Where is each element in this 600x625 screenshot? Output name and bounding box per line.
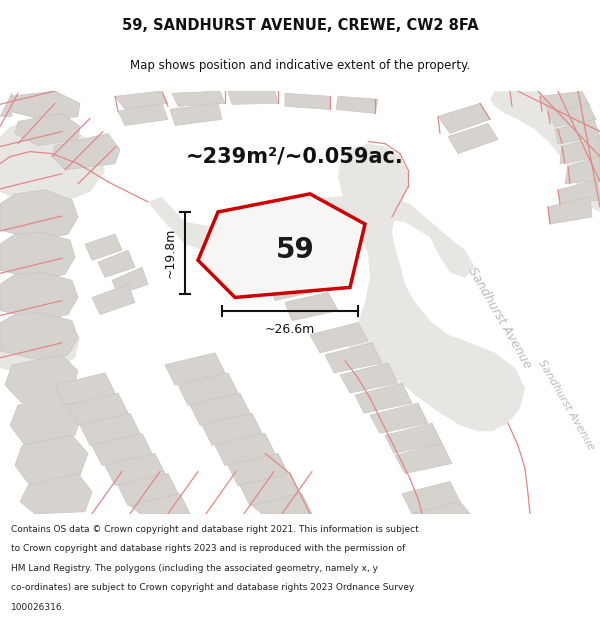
Text: Contains OS data © Crown copyright and database right 2021. This information is : Contains OS data © Crown copyright and d… [11,525,419,534]
Text: 59, SANDHURST AVENUE, CREWE, CW2 8FA: 59, SANDHURST AVENUE, CREWE, CW2 8FA [122,18,478,33]
Text: ~19.8m: ~19.8m [164,228,177,278]
Polygon shape [80,413,140,446]
Polygon shape [92,433,152,466]
Polygon shape [252,494,312,514]
Polygon shape [0,312,80,375]
Polygon shape [560,136,600,164]
Polygon shape [285,93,330,109]
Polygon shape [0,272,78,321]
Polygon shape [118,103,168,126]
Polygon shape [20,474,92,514]
Polygon shape [228,453,288,486]
Text: Church Avenue: Church Avenue [248,242,342,287]
Polygon shape [555,119,600,144]
Polygon shape [118,474,178,506]
Polygon shape [325,342,382,373]
Polygon shape [565,157,600,184]
Polygon shape [0,93,12,116]
Polygon shape [130,494,190,514]
Polygon shape [0,312,78,361]
Polygon shape [395,443,452,474]
Polygon shape [490,91,600,212]
Polygon shape [215,433,275,466]
Polygon shape [92,284,135,314]
Text: HM Land Registry. The polygons (including the associated geometry, namely x, y: HM Land Registry. The polygons (includin… [11,564,378,572]
Text: Sandhurst Avenue: Sandhurst Avenue [466,265,534,371]
Polygon shape [370,403,428,433]
Polygon shape [165,352,225,385]
Polygon shape [355,383,412,413]
Text: 100026316.: 100026316. [11,602,65,612]
Polygon shape [0,190,78,240]
Polygon shape [412,502,470,514]
Polygon shape [0,121,105,204]
Polygon shape [340,363,398,393]
Polygon shape [0,232,75,281]
Polygon shape [10,395,82,446]
Polygon shape [402,481,460,514]
Text: co-ordinates) are subject to Crown copyright and database rights 2023 Ordnance S: co-ordinates) are subject to Crown copyr… [11,583,414,592]
Polygon shape [98,250,135,278]
Polygon shape [558,180,600,204]
Polygon shape [15,435,88,486]
Polygon shape [5,355,78,403]
Polygon shape [338,144,525,431]
Polygon shape [438,103,490,134]
Polygon shape [540,91,590,111]
Polygon shape [170,103,222,126]
Polygon shape [148,194,475,278]
Polygon shape [68,393,128,425]
Polygon shape [52,134,120,170]
Polygon shape [112,268,148,294]
Polygon shape [190,393,250,425]
Text: 59: 59 [275,236,314,264]
Polygon shape [198,194,365,298]
Polygon shape [10,91,80,121]
Polygon shape [15,113,80,146]
Polygon shape [85,234,122,260]
Polygon shape [448,124,498,154]
Polygon shape [310,322,368,352]
Text: ~239m²/~0.059ac.: ~239m²/~0.059ac. [186,147,404,167]
Polygon shape [548,103,596,126]
Polygon shape [240,474,300,506]
Text: Sandhurst Avenue: Sandhurst Avenue [536,358,596,452]
Polygon shape [228,91,278,104]
Polygon shape [250,258,302,284]
Polygon shape [548,197,592,224]
Polygon shape [105,453,165,486]
Polygon shape [238,240,290,268]
Polygon shape [385,423,442,453]
Polygon shape [172,91,225,106]
Polygon shape [202,413,262,446]
Text: to Crown copyright and database rights 2023 and is reproduced with the permissio: to Crown copyright and database rights 2… [11,544,405,553]
Text: Map shows position and indicative extent of the property.: Map shows position and indicative extent… [130,59,470,72]
Polygon shape [55,373,115,405]
Polygon shape [268,274,320,301]
Polygon shape [336,96,378,113]
Polygon shape [178,373,238,405]
Polygon shape [285,292,338,321]
Text: ~26.6m: ~26.6m [265,322,315,336]
Polygon shape [115,91,168,109]
